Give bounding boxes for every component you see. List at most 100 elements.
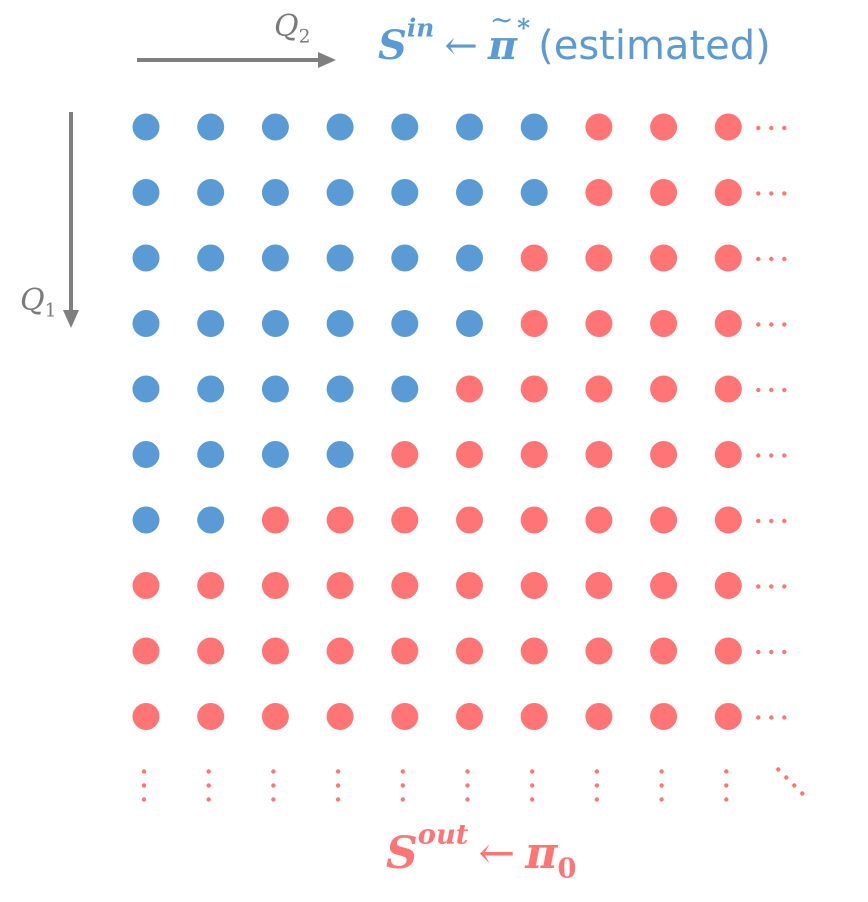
row-ellipsis-dot — [769, 125, 774, 131]
column-ellipsis-dot — [530, 769, 535, 774]
state-dot-in — [326, 375, 354, 403]
state-dot-in — [197, 244, 225, 272]
state-dot-in — [456, 310, 483, 337]
state-dot-in — [326, 113, 354, 141]
state-dot-out — [585, 310, 613, 337]
state-dot-out — [391, 506, 419, 534]
state-dot-out — [585, 572, 613, 599]
state-dot-out — [714, 310, 742, 337]
row-ellipsis-dot — [782, 649, 787, 655]
state-dot-in — [326, 310, 354, 337]
state-dot-in — [197, 179, 225, 206]
state-dot-in — [261, 310, 289, 337]
column-ellipsis-dot — [594, 783, 600, 788]
state-dot-in — [391, 310, 419, 337]
state-dot-out — [197, 703, 225, 730]
state-dot-out — [520, 441, 548, 468]
column-ellipsis-dot — [271, 797, 276, 802]
s-out-label: Sout ← π0 — [386, 818, 577, 885]
q1-axis-arrowhead — [63, 310, 79, 328]
row-ellipsis-dot — [756, 387, 761, 393]
state-dot-out — [650, 244, 678, 272]
column-ellipsis-dot — [206, 797, 211, 802]
q2-axis-arrowhead — [318, 52, 336, 68]
row-ellipsis-dot — [782, 191, 787, 196]
state-dot-in — [132, 441, 160, 468]
state-dot-out — [326, 637, 354, 665]
column-ellipsis-dot — [594, 769, 600, 774]
state-dot-in — [132, 244, 160, 272]
state-dot-out — [520, 244, 548, 272]
state-dot-out — [650, 113, 678, 141]
state-dot-out — [520, 375, 548, 403]
state-dot-out — [132, 572, 160, 599]
state-dot-out — [391, 572, 419, 599]
column-ellipsis-dot — [465, 769, 470, 774]
state-dot-in — [326, 441, 354, 468]
row-ellipsis-dot — [756, 518, 761, 524]
state-dot-in — [326, 179, 354, 206]
column-ellipsis-dot — [141, 783, 147, 788]
state-dot-out — [456, 637, 483, 665]
state-dot-in — [520, 179, 548, 206]
column-ellipsis-dot — [530, 783, 535, 788]
row-ellipsis-dot — [756, 584, 761, 589]
state-dot-out — [456, 506, 483, 534]
q2-axis-label: Q2 — [274, 9, 311, 48]
state-dot-out — [650, 572, 678, 599]
state-dot-out — [391, 637, 419, 665]
state-dot-out — [391, 441, 419, 468]
state-dot-out — [714, 375, 742, 403]
state-dot-out — [456, 572, 483, 599]
state-dot-out — [714, 506, 742, 534]
state-dot-in — [391, 375, 419, 403]
diagonal-ellipsis-dot — [792, 783, 797, 788]
column-ellipsis-dot — [400, 783, 405, 788]
state-dot-in — [391, 179, 419, 206]
row-ellipsis-dot — [756, 125, 761, 131]
ellipsis-marks — [141, 125, 805, 802]
state-dot-out — [520, 310, 548, 337]
column-ellipsis-dot — [141, 769, 147, 774]
state-dot-out — [714, 441, 742, 468]
state-dot-out — [585, 375, 613, 403]
diagonal-ellipsis-dot — [776, 767, 781, 772]
state-dot-in — [197, 441, 225, 468]
row-ellipsis-dot — [782, 715, 787, 720]
state-dot-out — [714, 703, 742, 730]
state-dot-in — [261, 441, 289, 468]
column-ellipsis-dot — [271, 769, 276, 774]
state-dot-out — [714, 244, 742, 272]
state-dot-out — [585, 703, 613, 730]
state-dot-out — [132, 703, 160, 730]
state-dot-in — [132, 179, 160, 206]
state-dot-in — [520, 113, 548, 141]
row-ellipsis-dot — [756, 322, 761, 327]
row-ellipsis-dot — [756, 453, 761, 458]
row-ellipsis-dot — [769, 518, 774, 524]
column-ellipsis-dot — [141, 797, 147, 802]
state-dot-out — [714, 637, 742, 665]
state-dot-out — [650, 637, 678, 665]
state-dot-in — [456, 244, 483, 272]
state-dot-in — [197, 506, 225, 534]
row-ellipsis-dot — [782, 453, 787, 458]
state-dot-in — [261, 244, 289, 272]
state-dot-out — [585, 179, 613, 206]
state-dot-out — [585, 441, 613, 468]
state-dot-out — [197, 637, 225, 665]
state-dot-out — [456, 703, 483, 730]
state-dot-out — [650, 310, 678, 337]
state-dot-out — [261, 572, 289, 599]
column-ellipsis-dot — [724, 783, 729, 788]
state-dot-in — [326, 244, 354, 272]
state-dot-in — [456, 179, 483, 206]
column-ellipsis-dot — [724, 769, 729, 774]
q1-axis-label: Q1 — [20, 283, 57, 322]
state-dot-out — [261, 637, 289, 665]
row-ellipsis-dot — [769, 387, 774, 393]
state-dot-in — [456, 113, 483, 141]
state-dot-out — [261, 703, 289, 730]
row-ellipsis-dot — [756, 715, 761, 720]
state-dot-in — [261, 179, 289, 206]
